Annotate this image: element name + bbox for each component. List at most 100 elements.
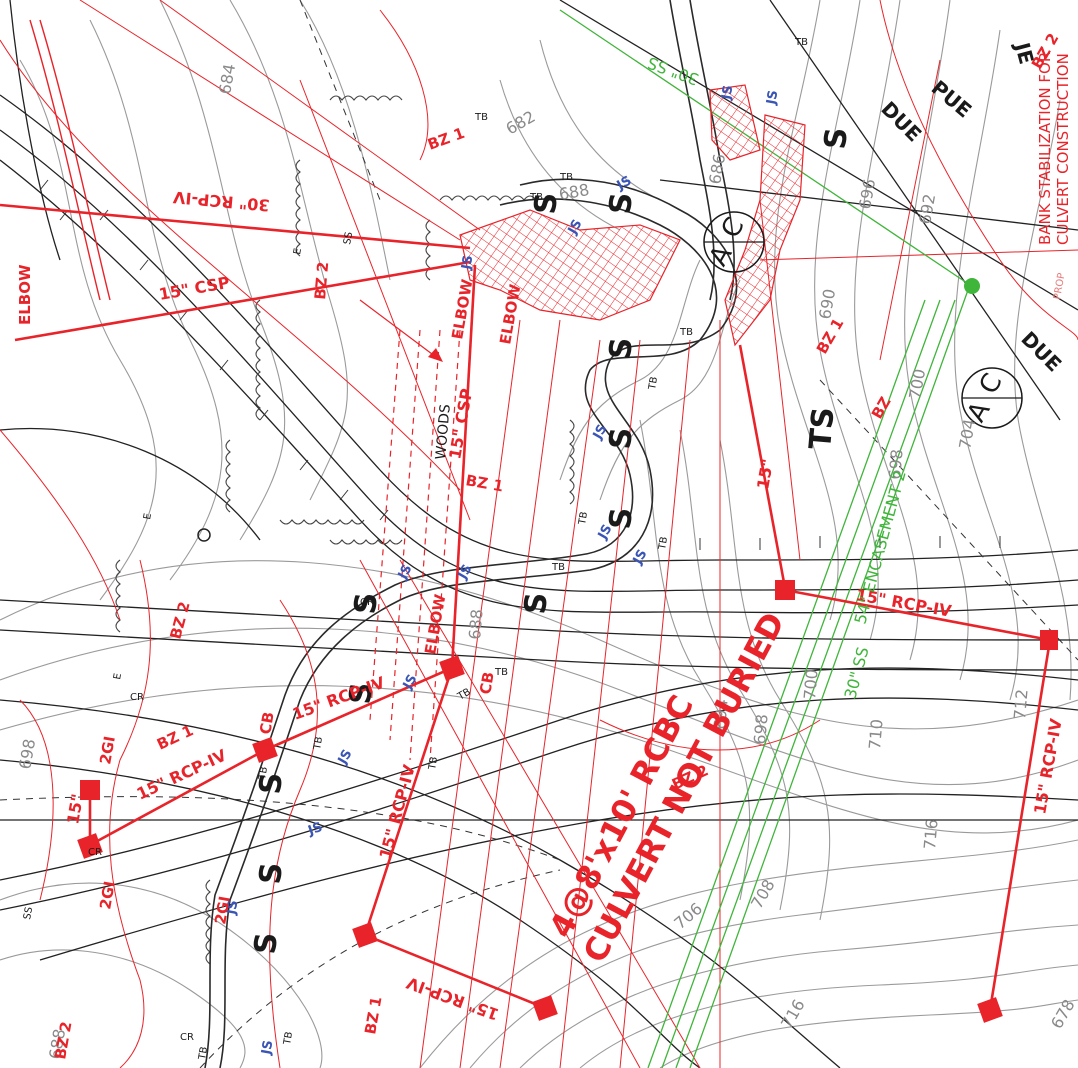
svg-text:DUE: DUE	[1016, 327, 1066, 377]
svg-text:2GI: 2GI	[96, 880, 119, 911]
svg-text:BZ 1: BZ 1	[154, 721, 196, 753]
svg-text:30" SS: 30" SS	[645, 53, 701, 89]
svg-text:JS: JS	[335, 747, 356, 768]
svg-text:SS: SS	[22, 906, 35, 920]
svg-text:698: 698	[750, 713, 772, 745]
js-labels: JS JS JS JS JS JS JS JS JS JS JS JS JS J…	[224, 84, 781, 1057]
svg-text:JS: JS	[305, 820, 324, 839]
svg-text:TB: TB	[657, 536, 670, 552]
svg-text:CR: CR	[360, 597, 374, 608]
svg-text:S: S	[248, 931, 285, 956]
inlet-structure	[532, 995, 558, 1021]
section-callout: C A	[961, 367, 1023, 429]
culvert-note: 4@8'x10' RCBC CULVERT NOT BURIED	[542, 606, 793, 969]
svg-text:TB: TB	[559, 172, 573, 183]
svg-text:JS: JS	[459, 254, 476, 272]
tree-line	[115, 95, 575, 965]
svg-text:TB: TB	[197, 1046, 210, 1062]
svg-text:700: 700	[800, 668, 822, 700]
culvert-outline	[369, 329, 461, 761]
svg-text:C: C	[974, 369, 1009, 400]
svg-text:694: 694	[710, 698, 732, 730]
svg-text:S: S	[603, 336, 640, 361]
svg-text:700: 700	[905, 367, 929, 400]
svg-text:S: S	[528, 191, 565, 216]
sanitary-sewer-lines	[559, 9, 971, 1068]
svg-text:CR: CR	[130, 692, 144, 703]
svg-text:S: S	[603, 506, 640, 531]
svg-text:TB: TB	[312, 736, 325, 752]
svg-text:15": 15"	[753, 457, 777, 490]
svg-text:690: 690	[815, 287, 839, 320]
svg-text:JS: JS	[614, 173, 635, 194]
svg-text:2GI: 2GI	[96, 735, 119, 766]
svg-text:684: 684	[215, 62, 239, 95]
section-callout: C A	[703, 211, 765, 273]
svg-text:15" RCP-IV: 15" RCP-IV	[376, 762, 420, 861]
svg-text:TB: TB	[282, 1031, 295, 1047]
inlet-structure	[352, 922, 378, 948]
svg-text:E: E	[142, 512, 154, 520]
flow-arrow	[359, 299, 443, 362]
svg-text:15" CSP: 15" CSP	[157, 273, 231, 304]
bz-labels: BZ 1 BZ 1 BZ 1 BZ 1 BZ 1 BZ 2 BZ 2 BZ 2 …	[51, 30, 1062, 1061]
bank-stabilization-hatch	[459, 84, 806, 347]
prop-label: PROP	[1052, 272, 1068, 300]
svg-text:TB: TB	[529, 192, 543, 203]
svg-text:TB: TB	[551, 562, 565, 573]
svg-text:30" RCP-IV: 30" RCP-IV	[172, 188, 271, 215]
svg-text:ELBOW: ELBOW	[16, 264, 34, 325]
svg-text:698: 698	[15, 737, 39, 770]
svg-text:CULVERT CONSTRUCTION: CULVERT CONSTRUCTION	[1054, 53, 1072, 245]
svg-text:JS: JS	[630, 547, 651, 568]
svg-text:TS: TS	[803, 406, 842, 451]
svg-text:PUE: PUE	[927, 75, 977, 122]
svg-text:E: E	[112, 672, 124, 680]
svg-text:DUE: DUE	[876, 97, 926, 147]
inlet-structure	[77, 833, 103, 859]
inlet-structure	[252, 737, 278, 763]
svg-text:JS: JS	[595, 522, 616, 543]
svg-text:JS: JS	[565, 217, 586, 238]
svg-text:JS: JS	[455, 562, 476, 583]
svg-text:710: 710	[865, 718, 887, 750]
tb-labels: TB TB TB TB TB TB TB TB TB TB TB TB TB T…	[22, 37, 808, 1062]
left-pipe-pair	[29, 19, 111, 301]
inlet-structure	[775, 580, 795, 600]
svg-text:SS: SS	[342, 231, 355, 245]
svg-text:JS: JS	[259, 1039, 276, 1057]
svg-text:2GI: 2GI	[211, 895, 234, 926]
svg-text:704: 704	[955, 417, 979, 450]
svg-text:JS: JS	[764, 89, 781, 107]
bank-stabilization-note: BANK STABILIZATION FOR CULVERT CONSTRUCT…	[1036, 52, 1072, 245]
svg-text:688: 688	[465, 608, 487, 640]
svg-text:698: 698	[885, 448, 907, 480]
svg-text:S: S	[343, 681, 380, 706]
svg-text:ELBOW: ELBOW	[496, 283, 524, 346]
svg-text:678: 678	[1047, 996, 1078, 1032]
inlet-structure	[977, 997, 1003, 1023]
inlet-structure	[439, 655, 465, 681]
svg-text:TB: TB	[474, 112, 488, 123]
svg-text:BZ 1: BZ 1	[464, 471, 505, 495]
svg-text:716: 716	[777, 996, 809, 1032]
svg-text:TB: TB	[494, 667, 508, 678]
sewer-manhole	[964, 278, 980, 294]
structure-labels: ELBOW ELBOW ELBOW ELBOW CB CB 2GI 2GI 2G…	[16, 264, 525, 926]
svg-text:BZ: BZ	[868, 394, 895, 422]
svg-text:JS: JS	[224, 899, 241, 917]
stream-labels: S S S S S S S S S S S S TS	[248, 126, 855, 956]
svg-text:TB: TB	[647, 376, 660, 392]
svg-text:S: S	[603, 426, 640, 451]
svg-text:15": 15"	[63, 792, 87, 825]
storm-pipes	[0, 203, 1052, 1011]
svg-text:S: S	[818, 126, 855, 151]
woods-label: WOODS	[433, 404, 454, 461]
svg-text:682: 682	[503, 107, 539, 139]
svg-text:TB: TB	[679, 327, 693, 338]
inlet-structure	[1040, 630, 1058, 650]
svg-text:TB: TB	[257, 766, 270, 782]
